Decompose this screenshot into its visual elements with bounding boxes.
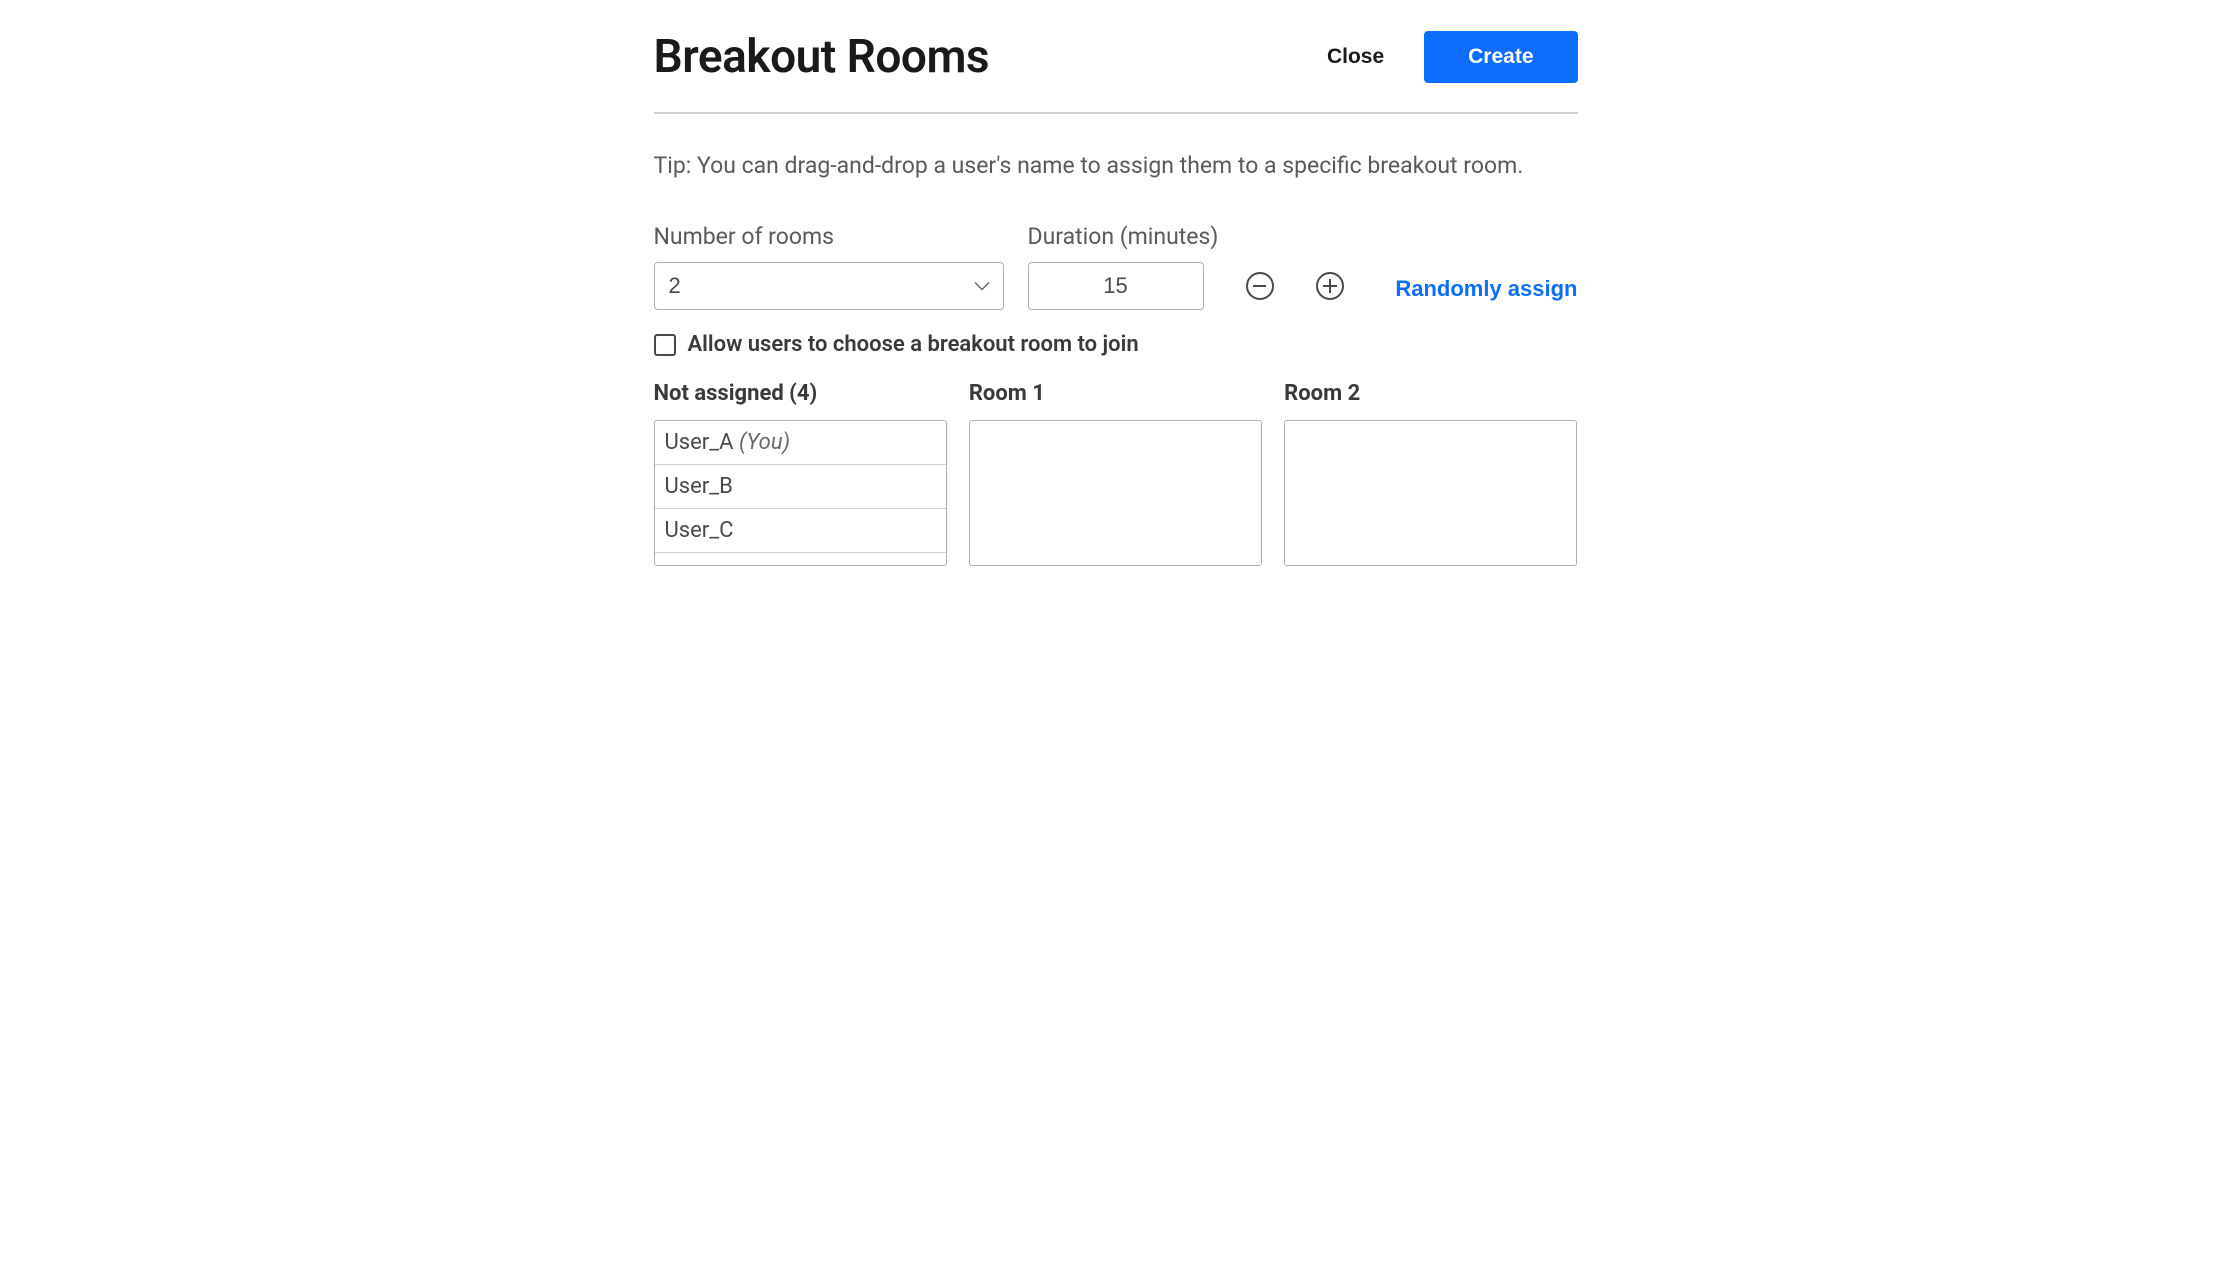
room-1-column: Room 1 — [969, 381, 1262, 566]
decrement-button[interactable] — [1246, 272, 1274, 300]
controls-row: Number of rooms Duration (minutes) Rando — [654, 223, 1578, 310]
create-button[interactable]: Create — [1424, 31, 1577, 83]
not-assigned-column: Not assigned (4) User_A (You) User_B Use… — [654, 381, 947, 566]
allow-choose-checkbox[interactable] — [654, 334, 676, 356]
allow-choose-label[interactable]: Allow users to choose a breakout room to… — [688, 332, 1139, 357]
number-of-rooms-label: Number of rooms — [654, 223, 1004, 250]
number-of-rooms-group: Number of rooms — [654, 223, 1004, 310]
not-assigned-list[interactable]: User_A (You) User_B User_C User_D — [654, 420, 947, 566]
user-item[interactable]: User_B — [655, 465, 946, 509]
duration-group: Duration (minutes) — [1028, 223, 1344, 310]
allow-choose-row: Allow users to choose a breakout room to… — [654, 332, 1578, 357]
user-item[interactable]: User_D — [655, 553, 946, 566]
room-2-header: Room 2 — [1284, 381, 1577, 406]
randomly-assign-button[interactable]: Randomly assign — [1395, 276, 1577, 310]
header-actions: Close Create — [1327, 31, 1578, 83]
user-item[interactable]: User_A (You) — [655, 421, 946, 465]
room-2-list[interactable] — [1284, 420, 1577, 566]
number-of-rooms-select[interactable] — [654, 262, 1004, 310]
you-suffix: (You) — [739, 430, 790, 455]
room-columns: Not assigned (4) User_A (You) User_B Use… — [654, 381, 1578, 566]
number-of-rooms-select-wrapper — [654, 262, 1004, 310]
breakout-rooms-dialog: Breakout Rooms Close Create Tip: You can… — [646, 30, 1586, 566]
room-2-column: Room 2 — [1284, 381, 1577, 566]
duration-row — [1028, 262, 1344, 310]
user-name: User_B — [665, 474, 733, 499]
user-name: User_C — [665, 518, 734, 543]
dialog-title: Breakout Rooms — [654, 30, 990, 84]
duration-input[interactable] — [1028, 262, 1204, 310]
plus-icon — [1323, 279, 1337, 293]
room-1-list[interactable] — [969, 420, 1262, 566]
user-name: User_A — [665, 430, 734, 455]
duration-label: Duration (minutes) — [1028, 223, 1344, 250]
not-assigned-header: Not assigned (4) — [654, 381, 947, 406]
user-name: User_D — [665, 562, 734, 566]
increment-button[interactable] — [1316, 272, 1344, 300]
user-item[interactable]: User_C — [655, 509, 946, 553]
minus-icon — [1253, 285, 1266, 287]
close-button[interactable]: Close — [1327, 45, 1384, 69]
dialog-header: Breakout Rooms Close Create — [654, 30, 1578, 114]
tip-text: Tip: You can drag-and-drop a user's name… — [654, 152, 1578, 179]
room-1-header: Room 1 — [969, 381, 1262, 406]
